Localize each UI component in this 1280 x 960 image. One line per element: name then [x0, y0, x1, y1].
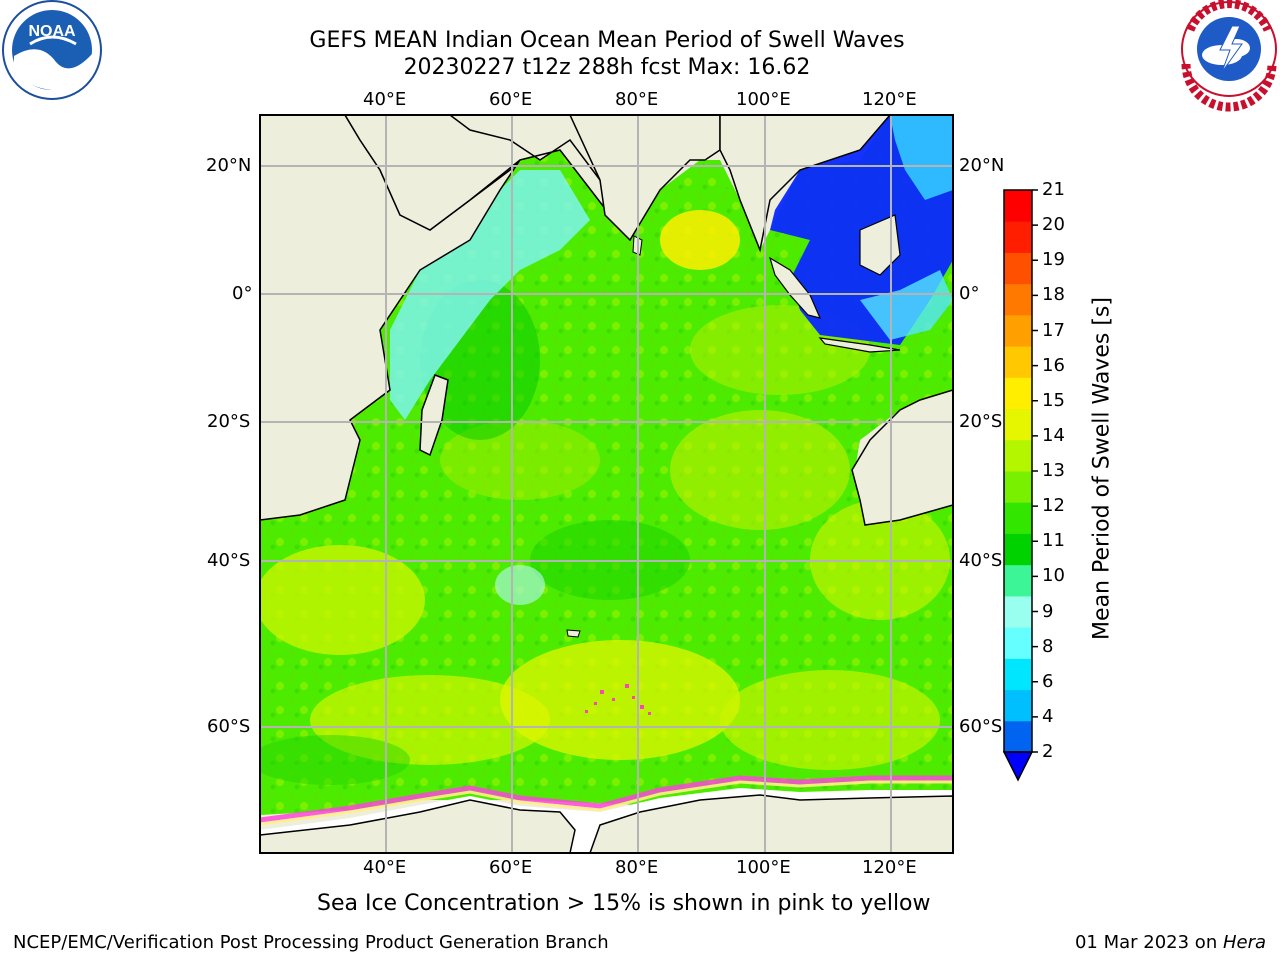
graticule	[260, 115, 953, 853]
colorbar-segment	[1004, 720, 1032, 753]
colorbar-tick-label: 20	[1042, 214, 1065, 236]
colorbar-segment	[1004, 564, 1032, 597]
java-land	[818, 337, 901, 353]
chart-title: GEFS MEAN Indian Ocean Mean Period of Sw…	[309, 28, 905, 53]
sea-ice-note: Sea Ice Concentration > 15% is shown in …	[317, 891, 931, 916]
colorbar-tick-label: 13	[1042, 460, 1065, 481]
colorbar-segment	[1004, 471, 1032, 503]
colorbar-tick-label: 19	[1042, 249, 1065, 271]
colorbar-segment	[1004, 408, 1032, 441]
lat-label-right-40s: 40°S	[959, 550, 1003, 571]
colorbar-segment	[1004, 595, 1032, 628]
colorbar-tick-label: 18	[1042, 284, 1065, 306]
lat-label-right-20n: 20°N	[959, 155, 1005, 176]
lat-label-left-60s: 60°S	[207, 716, 251, 737]
colorbar-tick-label: 21	[1042, 179, 1065, 200]
colorbar-segment	[1004, 439, 1032, 472]
lat-label-left-20s: 20°S	[207, 411, 251, 432]
colorbar-segment	[1004, 533, 1032, 566]
lon-label-top-100e: 100°E	[736, 89, 791, 110]
kerguelen-land	[566, 629, 581, 638]
colorbar-segment	[1004, 283, 1032, 316]
lon-label-top-60e: 60°E	[489, 89, 533, 110]
lon-label-top-40e: 40°E	[363, 89, 407, 110]
australia-land	[851, 389, 953, 526]
lat-label-left-0: 0°	[232, 283, 253, 304]
lon-label-bottom-80e: 80°E	[615, 857, 659, 878]
lon-label-bottom-100e: 100°E	[736, 857, 791, 878]
lon-label-top-80e: 80°E	[615, 89, 659, 110]
colorbar-tick-label: 8	[1042, 635, 1054, 657]
chart-subtitle: 20230227 t12z 288h fcst Max: 16.62	[403, 55, 811, 80]
colorbar-tick-label: 15	[1042, 389, 1065, 411]
colorbar-segment	[1004, 346, 1032, 378]
colorbar-segment	[1004, 658, 1032, 691]
colorbar-tick-label: 10	[1042, 565, 1065, 587]
lat-label-right-60s: 60°S	[959, 716, 1003, 737]
colorbar-tick-label: 6	[1042, 670, 1054, 692]
svg-text:NOAA: NOAA	[28, 23, 76, 40]
colorbar-tick-label: 12	[1042, 495, 1065, 517]
footer-date-text: 01 Mar 2023 on	[1074, 932, 1223, 953]
colorbar-segment	[1004, 377, 1032, 410]
sumatra-land	[768, 256, 822, 319]
colorbar-segment	[1004, 252, 1032, 285]
colorbar-tick-label: 4	[1042, 705, 1054, 727]
colorbar-segment	[1004, 502, 1032, 534]
footer-credit: NCEP/EMC/Verification Post Processing Pr…	[13, 932, 609, 953]
lat-label-right-20s: 20°S	[959, 411, 1003, 432]
arabia-land	[344, 115, 611, 231]
lon-label-bottom-40e: 40°E	[363, 857, 407, 878]
colorbar-tick-label: 11	[1042, 530, 1065, 552]
colorbar-segment	[1004, 314, 1032, 347]
nws-logo	[1181, 0, 1277, 112]
lat-label-left-20n: 20°N	[206, 155, 252, 176]
lon-label-bottom-120e: 120°E	[862, 857, 917, 878]
madagascar-land	[419, 374, 449, 457]
colorbar-tick-label: 16	[1042, 354, 1065, 376]
lat-label-left-40s: 40°S	[207, 550, 251, 571]
colorbar-tick-label: 2	[1042, 741, 1054, 762]
colorbar-segment	[1004, 221, 1032, 253]
lat-label-right-0: 0°	[959, 283, 980, 304]
colorbar-label: Mean Period of Swell Waves [s]	[1089, 297, 1115, 640]
map-area	[260, 115, 953, 853]
footer-date: 01 Mar 2023 on Hera	[1075, 932, 1266, 954]
colorbar	[1002, 189, 1038, 782]
colorbar-segment	[1004, 627, 1032, 659]
colorbar-tick-label: 17	[1042, 319, 1065, 341]
colorbar-segment	[1004, 190, 1032, 222]
colorbar-extend-arrow	[1002, 751, 1034, 782]
lon-label-top-120e: 120°E	[862, 89, 917, 110]
colorbar-segment	[1004, 689, 1032, 722]
map-frame	[259, 114, 954, 854]
footer-host: Hera	[1222, 932, 1266, 953]
lon-label-bottom-60e: 60°E	[489, 857, 533, 878]
colorbar-tick-label: 14	[1042, 424, 1065, 446]
noaa-logo: NOAA	[2, 0, 102, 100]
colorbar-tick-label: 9	[1042, 600, 1054, 622]
